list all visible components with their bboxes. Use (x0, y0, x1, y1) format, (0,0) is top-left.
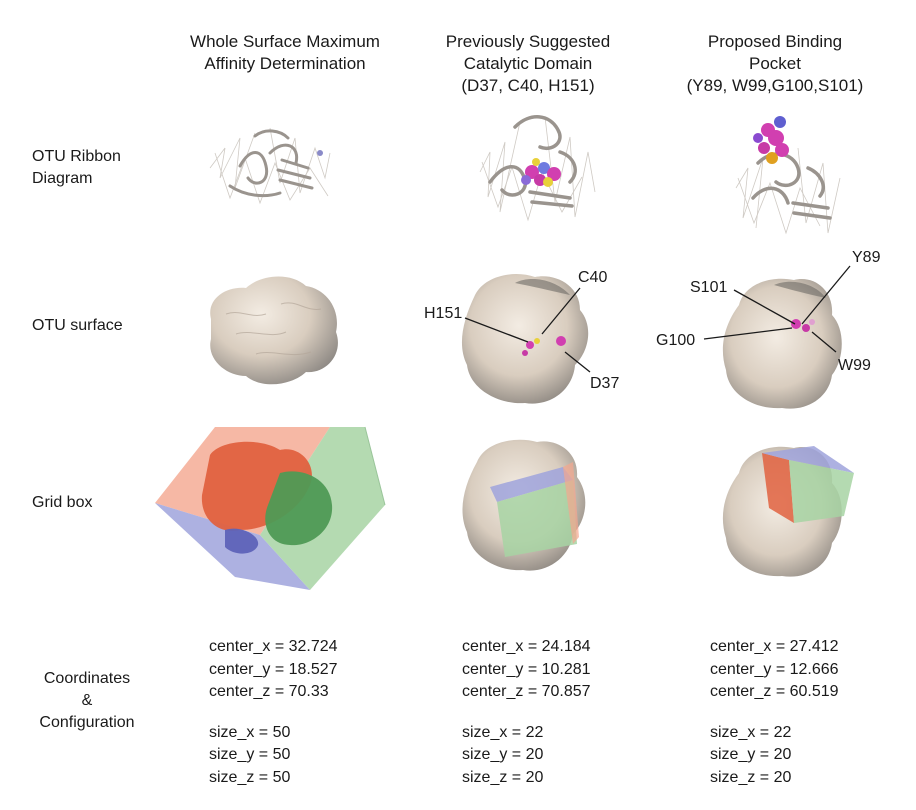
ligand-catalytic (521, 158, 561, 187)
size-value: size_z = 20 (710, 768, 792, 786)
row-label-ribbon: OTU Ribbon Diagram (32, 146, 121, 190)
row-label-line: Coordinates (43, 670, 131, 687)
row-label-line: & (81, 692, 93, 709)
residue-label: W99 (838, 357, 871, 374)
row-label-line: Diagram (32, 170, 93, 187)
heading-line: Previously Suggested (445, 32, 611, 51)
grid-box-whole (155, 426, 386, 590)
catalytic-site-marks (522, 336, 566, 356)
center-value: center_z = 70.33 (209, 683, 329, 700)
size-value: size_z = 20 (462, 768, 544, 786)
size-value: size_x = 50 (209, 723, 291, 741)
size-value: size_x = 22 (710, 723, 792, 741)
grid-box-pocket (722, 446, 854, 577)
residue-label: C40 (578, 269, 607, 286)
center-value: center_y = 18.527 (209, 660, 338, 678)
heading-line: Pocket (749, 54, 801, 73)
center-value: center_z = 70.857 (462, 683, 591, 700)
center-value: center_x = 32.724 (209, 638, 338, 655)
ribbon-diagram-catalytic (479, 115, 596, 222)
size-value: size_x = 22 (462, 723, 544, 741)
row-label-line: Grid box (32, 494, 93, 511)
pocket-site-marks (791, 319, 815, 332)
heading-line: Whole Surface Maximum (190, 32, 380, 51)
heading-line: Catalytic Domain (463, 54, 593, 73)
heading-line: Affinity Determination (204, 54, 366, 73)
center-value: center_y = 10.281 (462, 660, 591, 678)
callouts-pocket: Y89 S101 G100 W99 (656, 249, 881, 374)
residue-label: Y89 (852, 249, 881, 266)
size-value: size_y = 50 (209, 746, 291, 763)
grid-box-catalytic (462, 439, 586, 571)
config-binding-pocket: center_x = 27.412 center_y = 12.666 cent… (710, 636, 839, 789)
surface-view-catalytic (461, 274, 589, 404)
center-value: center_x = 27.412 (710, 638, 839, 655)
size-value: size_y = 20 (462, 746, 544, 763)
size-value: size_z = 50 (209, 768, 291, 786)
center-value: center_z = 60.519 (710, 683, 839, 700)
row-label-grid-box: Grid box (32, 492, 92, 514)
ribbon-diagram-pocket (735, 116, 841, 235)
residue-marker (317, 150, 323, 156)
config-whole-surface: center_x = 32.724 center_y = 18.527 cent… (209, 636, 338, 789)
column-heading-whole-surface: Whole Surface Maximum Affinity Determina… (160, 31, 410, 75)
row-label-line: OTU Ribbon (32, 148, 121, 165)
center-value: center_x = 24.184 (462, 638, 591, 655)
row-label-line: Configuration (39, 714, 135, 731)
callouts-catalytic: C40 H151 D37 (424, 269, 619, 392)
residue-label: S101 (690, 279, 727, 296)
row-label-line: OTU surface (32, 317, 123, 334)
column-heading-catalytic-domain: Previously Suggested Catalytic Domain (D… (408, 31, 648, 97)
ribbon-diagram-whole (209, 127, 331, 205)
heading-line: (D37, C40, H151) (461, 76, 595, 95)
heading-line: (Y89, W99,G100,S101) (686, 76, 864, 95)
center-value: center_y = 12.666 (710, 660, 839, 678)
heading-line: Proposed Binding (707, 32, 843, 51)
surface-view-whole (210, 276, 338, 385)
row-label-surface: OTU surface (32, 315, 123, 337)
size-value: size_y = 20 (710, 746, 792, 763)
residue-label: G100 (656, 332, 695, 349)
ligand-pocket (753, 116, 789, 164)
column-heading-binding-pocket: Proposed Binding Pocket (Y89, W99,G100,S… (655, 31, 895, 97)
row-label-coordinates: Coordinates & Configuration (28, 668, 146, 734)
residue-label: D37 (590, 375, 619, 392)
residue-label: H151 (424, 305, 462, 322)
config-catalytic-domain: center_x = 24.184 center_y = 10.281 cent… (462, 636, 591, 789)
